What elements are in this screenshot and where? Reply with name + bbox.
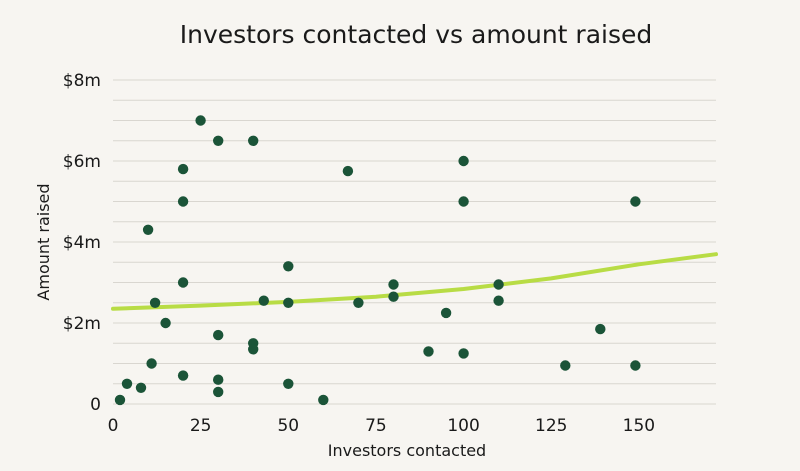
x-tick-label: 0 (108, 416, 119, 436)
data-point (458, 348, 469, 359)
data-point (318, 394, 329, 406)
data-point (440, 307, 452, 319)
data-point (423, 346, 434, 357)
data-point (630, 360, 641, 371)
data-point (560, 360, 571, 371)
trend-line (111, 252, 718, 311)
data-point (142, 224, 154, 235)
y-tick-label: 0 (90, 395, 101, 415)
x-tick-label: 75 (365, 416, 387, 436)
data-point (114, 394, 126, 406)
data-point (630, 196, 641, 207)
data-point (342, 165, 354, 177)
data-point (388, 279, 399, 290)
data-point (458, 196, 469, 207)
data-point (248, 135, 259, 146)
data-point (248, 344, 259, 355)
data-point (121, 378, 133, 389)
y-tick-label: $4m (63, 233, 101, 253)
x-tick-label: 150 (623, 416, 655, 436)
data-point (283, 378, 294, 389)
y-tick-label: $6m (63, 152, 101, 172)
data-point (213, 386, 224, 398)
y-axis-label: Amount raised (34, 183, 53, 300)
data-point (458, 155, 469, 167)
data-point (353, 297, 364, 308)
data-point (493, 279, 504, 290)
data-point (595, 323, 606, 335)
data-point (177, 277, 189, 288)
data-point (135, 382, 147, 393)
data-point (388, 291, 399, 302)
x-tick-label: 125 (535, 416, 567, 436)
y-tick-label: $2m (63, 314, 101, 334)
x-tick-label: 25 (190, 416, 212, 436)
y-tick-label: $8m (63, 71, 101, 91)
data-point (258, 295, 269, 306)
chart-title: Investors contacted vs amount raised (180, 20, 653, 49)
data-point (283, 261, 294, 272)
data-point (213, 329, 224, 341)
x-axis-label: Investors contacted (328, 441, 486, 460)
x-tick-label: 100 (447, 416, 479, 436)
data-point (213, 135, 224, 146)
trend-line-layer (111, 252, 718, 311)
x-axis-ticks: 0 25 50 75 100 125 150 (108, 416, 656, 436)
x-tick-label: 50 (277, 416, 299, 436)
data-point (177, 370, 189, 381)
data-point (177, 196, 189, 207)
grid-lines (113, 79, 716, 405)
data-point (283, 297, 294, 308)
data-point (149, 297, 161, 308)
data-point (493, 295, 504, 306)
data-points (114, 115, 641, 406)
data-point (146, 358, 157, 369)
data-point (213, 374, 224, 385)
data-point (160, 317, 171, 329)
data-point (195, 115, 206, 126)
data-point (177, 163, 189, 175)
y-axis-ticks: 0 $2m $4m $6m $8m (63, 71, 101, 415)
